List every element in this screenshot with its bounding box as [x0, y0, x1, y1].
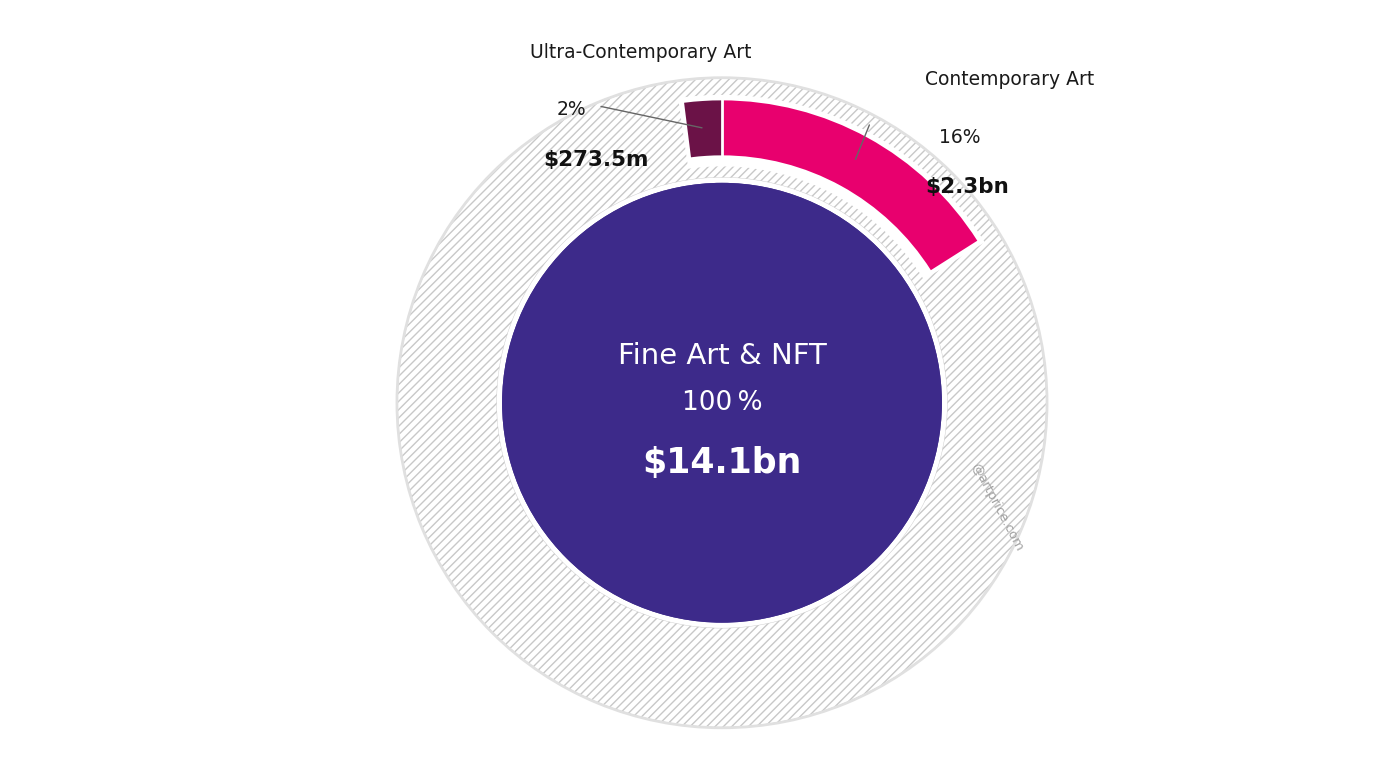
Circle shape [503, 183, 942, 622]
Text: Ultra-Contemporary Art: Ultra-Contemporary Art [529, 43, 750, 62]
Text: $273.5m: $273.5m [543, 150, 648, 170]
Text: Contemporary Art: Contemporary Art [925, 70, 1095, 89]
Text: 2%: 2% [557, 100, 587, 119]
Wedge shape [678, 95, 984, 279]
Wedge shape [398, 79, 1046, 727]
Text: $2.3bn: $2.3bn [925, 177, 1009, 198]
Text: Fine Art & NFT: Fine Art & NFT [617, 342, 826, 370]
Circle shape [498, 179, 946, 627]
Circle shape [503, 183, 942, 622]
Text: $14.1bn: $14.1bn [643, 447, 802, 480]
Wedge shape [685, 100, 722, 157]
Text: 100 %: 100 % [682, 390, 763, 415]
Wedge shape [722, 100, 977, 270]
Text: 16%: 16% [939, 128, 980, 147]
Text: @artprice.com: @artprice.com [969, 461, 1026, 553]
